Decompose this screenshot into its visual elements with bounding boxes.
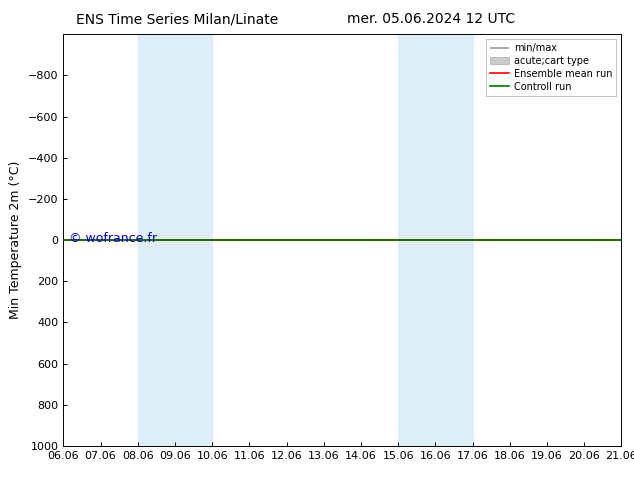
Legend: min/max, acute;cart type, Ensemble mean run, Controll run: min/max, acute;cart type, Ensemble mean … (486, 39, 616, 96)
Y-axis label: Min Temperature 2m (°C): Min Temperature 2m (°C) (10, 161, 22, 319)
Bar (138, 34, 212, 446)
Text: mer. 05.06.2024 12 UTC: mer. 05.06.2024 12 UTC (347, 12, 515, 26)
Text: ENS Time Series Milan/Linate: ENS Time Series Milan/Linate (76, 12, 279, 26)
Text: © wofrance.fr: © wofrance.fr (69, 232, 157, 245)
Bar (398, 34, 472, 446)
